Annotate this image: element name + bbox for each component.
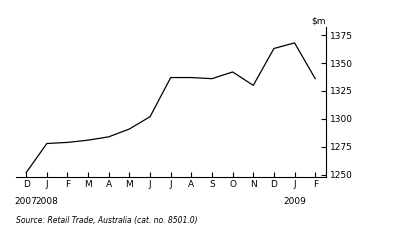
Text: 2009: 2009 — [283, 197, 306, 205]
Text: 2007: 2007 — [15, 197, 38, 205]
Text: 2008: 2008 — [35, 197, 58, 205]
Text: Source: Retail Trade, Australia (cat. no. 8501.0): Source: Retail Trade, Australia (cat. no… — [16, 216, 197, 225]
Text: $m: $m — [311, 17, 326, 26]
